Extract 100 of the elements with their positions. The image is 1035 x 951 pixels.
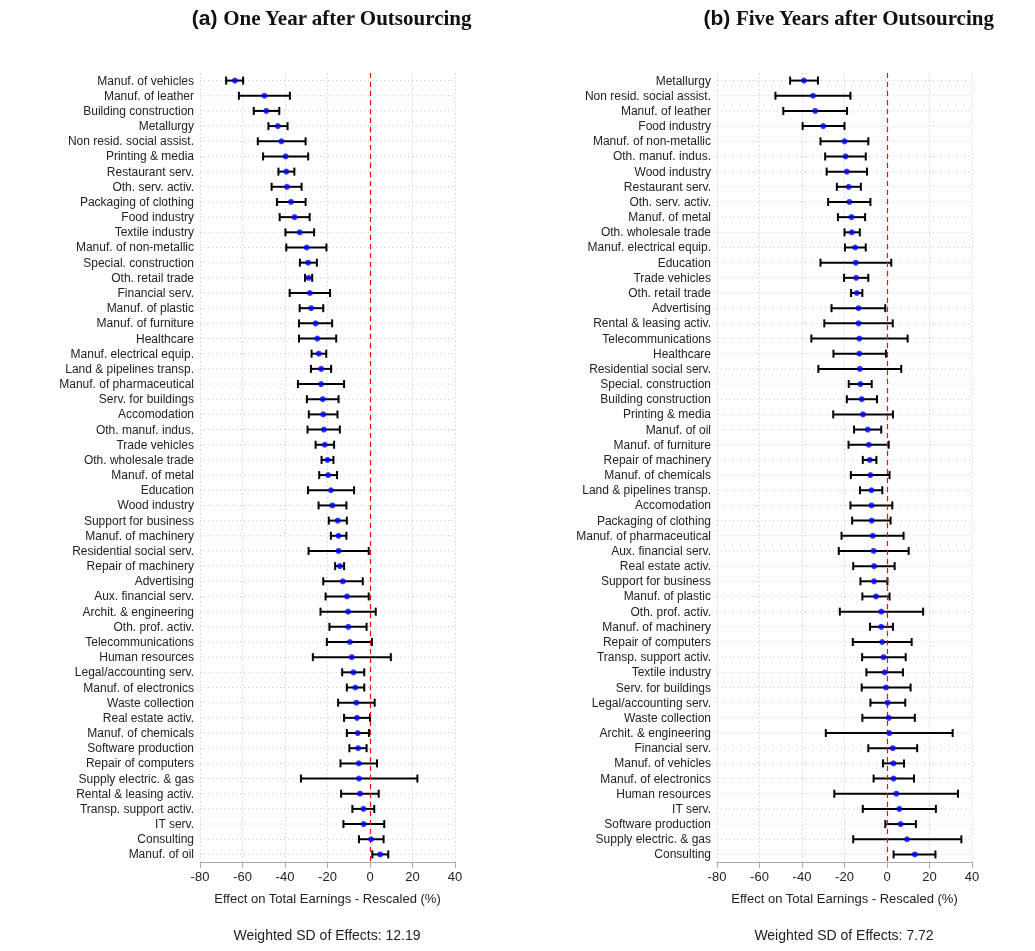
point — [278, 138, 285, 145]
y-tick-label: Manuf. of pharmaceutical — [576, 528, 711, 543]
point — [866, 456, 873, 463]
y-tick-label: Building construction — [83, 103, 194, 118]
point — [320, 411, 327, 418]
point — [865, 441, 872, 448]
y-tick-label: Oth. prof. activ. — [113, 619, 194, 634]
y-tick-label: Aux. financial serv. — [94, 589, 194, 604]
y-tick-label: Archit. & engineering — [599, 726, 711, 741]
point — [890, 775, 897, 782]
y-tick-label: Special. construction — [600, 377, 711, 392]
y-tick-label: Aux. financial serv. — [611, 543, 711, 558]
point — [885, 714, 892, 721]
y-tick-label: Legal/accounting serv. — [591, 695, 711, 710]
point — [848, 214, 855, 221]
y-tick-label: Wood industry — [117, 498, 194, 513]
y-tick-label: Software production — [604, 817, 711, 832]
point — [868, 517, 875, 524]
point — [800, 77, 807, 84]
point — [360, 805, 367, 812]
point — [868, 502, 875, 509]
point — [855, 305, 862, 312]
point — [319, 396, 326, 403]
y-tick-label: Manuf. of pharmaceutical — [59, 377, 194, 392]
x-tick-label: 40 — [447, 869, 463, 884]
y-tick-label: Financial serv. — [117, 286, 194, 301]
y-tick-label: Repair of computers — [602, 634, 711, 649]
y-tick-label: Repair of computers — [85, 756, 194, 771]
y-tick-label: Special. construction — [83, 255, 194, 270]
y-tick-label: Healthcare — [652, 346, 712, 361]
y-tick-label: Oth. wholesale trade — [83, 452, 195, 467]
y-tick-label: Non resid. social assist. — [67, 134, 194, 149]
point — [872, 593, 879, 600]
point — [881, 669, 888, 676]
y-tick-label: Manuf. of non-metallic — [75, 240, 194, 255]
y-tick-label: Manuf. of oil — [645, 422, 711, 437]
y-tick-label: Human resources — [616, 786, 711, 801]
y-tick-label: Repair of machinery — [603, 452, 711, 467]
y-tick-label: Serv. for buildings — [98, 392, 194, 407]
point — [878, 623, 885, 630]
y-tick-label: Printing & media — [622, 407, 712, 422]
point — [853, 290, 860, 297]
point — [305, 259, 312, 266]
point — [327, 487, 334, 494]
y-tick-label: Manuf. of chemicals — [604, 468, 711, 483]
y-tick-label: Textile industry — [631, 665, 711, 680]
point — [263, 107, 270, 114]
point — [882, 684, 889, 691]
y-tick-label: Textile industry — [114, 225, 194, 240]
point — [357, 790, 364, 797]
point — [283, 168, 290, 175]
point — [820, 123, 827, 130]
y-tick-label: Residential social serv. — [589, 361, 711, 376]
y-tick-label: Accomodation — [634, 498, 711, 513]
y-tick-label: Wood industry — [634, 164, 711, 179]
point — [325, 472, 332, 479]
point — [845, 183, 852, 190]
point — [355, 775, 362, 782]
point — [355, 760, 362, 767]
y-tick-label: Legal/accounting serv. — [74, 665, 194, 680]
y-tick-label: Manuf. of machinery — [602, 619, 711, 634]
point — [283, 183, 290, 190]
y-tick-label: Land & pipelines transp. — [65, 361, 194, 376]
point — [897, 821, 904, 828]
y-tick-label: Manuf. of leather — [103, 88, 194, 103]
point — [296, 229, 303, 236]
point — [810, 92, 817, 99]
point — [282, 153, 289, 160]
point — [274, 123, 281, 130]
point — [911, 851, 918, 858]
y-tick-label: Oth. manuf. indus. — [612, 149, 711, 164]
point — [893, 790, 900, 797]
y-tick-label: Education — [657, 255, 711, 270]
y-tick-label: Manuf. of chemicals — [87, 726, 194, 741]
point — [346, 638, 353, 645]
y-tick-label: Trade vehicles — [633, 270, 711, 285]
y-tick-label: IT serv. — [155, 817, 194, 832]
x-tick-label: 20 — [405, 869, 420, 884]
x-tick-label: -80 — [190, 869, 210, 884]
point — [315, 350, 322, 357]
point — [360, 821, 367, 828]
point — [339, 578, 346, 585]
y-tick-label: Support for business — [600, 574, 711, 589]
y-tick-label: Oth. prof. activ. — [630, 604, 711, 619]
point — [868, 487, 875, 494]
y-tick-label: Trade vehicles — [116, 437, 194, 452]
y-tick-label: Manuf. electrical equip. — [70, 346, 194, 361]
point — [889, 745, 896, 752]
point — [355, 745, 362, 752]
point — [324, 456, 331, 463]
y-tick-label: Oth. manuf. indus. — [95, 422, 194, 437]
y-tick-label: Oth. serv. activ. — [112, 179, 194, 194]
y-tick-label: Support for business — [83, 513, 194, 528]
point — [853, 274, 860, 281]
point — [884, 699, 891, 706]
y-tick-label: Oth. retail trade — [628, 286, 712, 301]
point — [880, 654, 887, 661]
point — [354, 714, 361, 721]
y-tick-label: Consulting — [654, 847, 711, 862]
point — [878, 608, 885, 615]
